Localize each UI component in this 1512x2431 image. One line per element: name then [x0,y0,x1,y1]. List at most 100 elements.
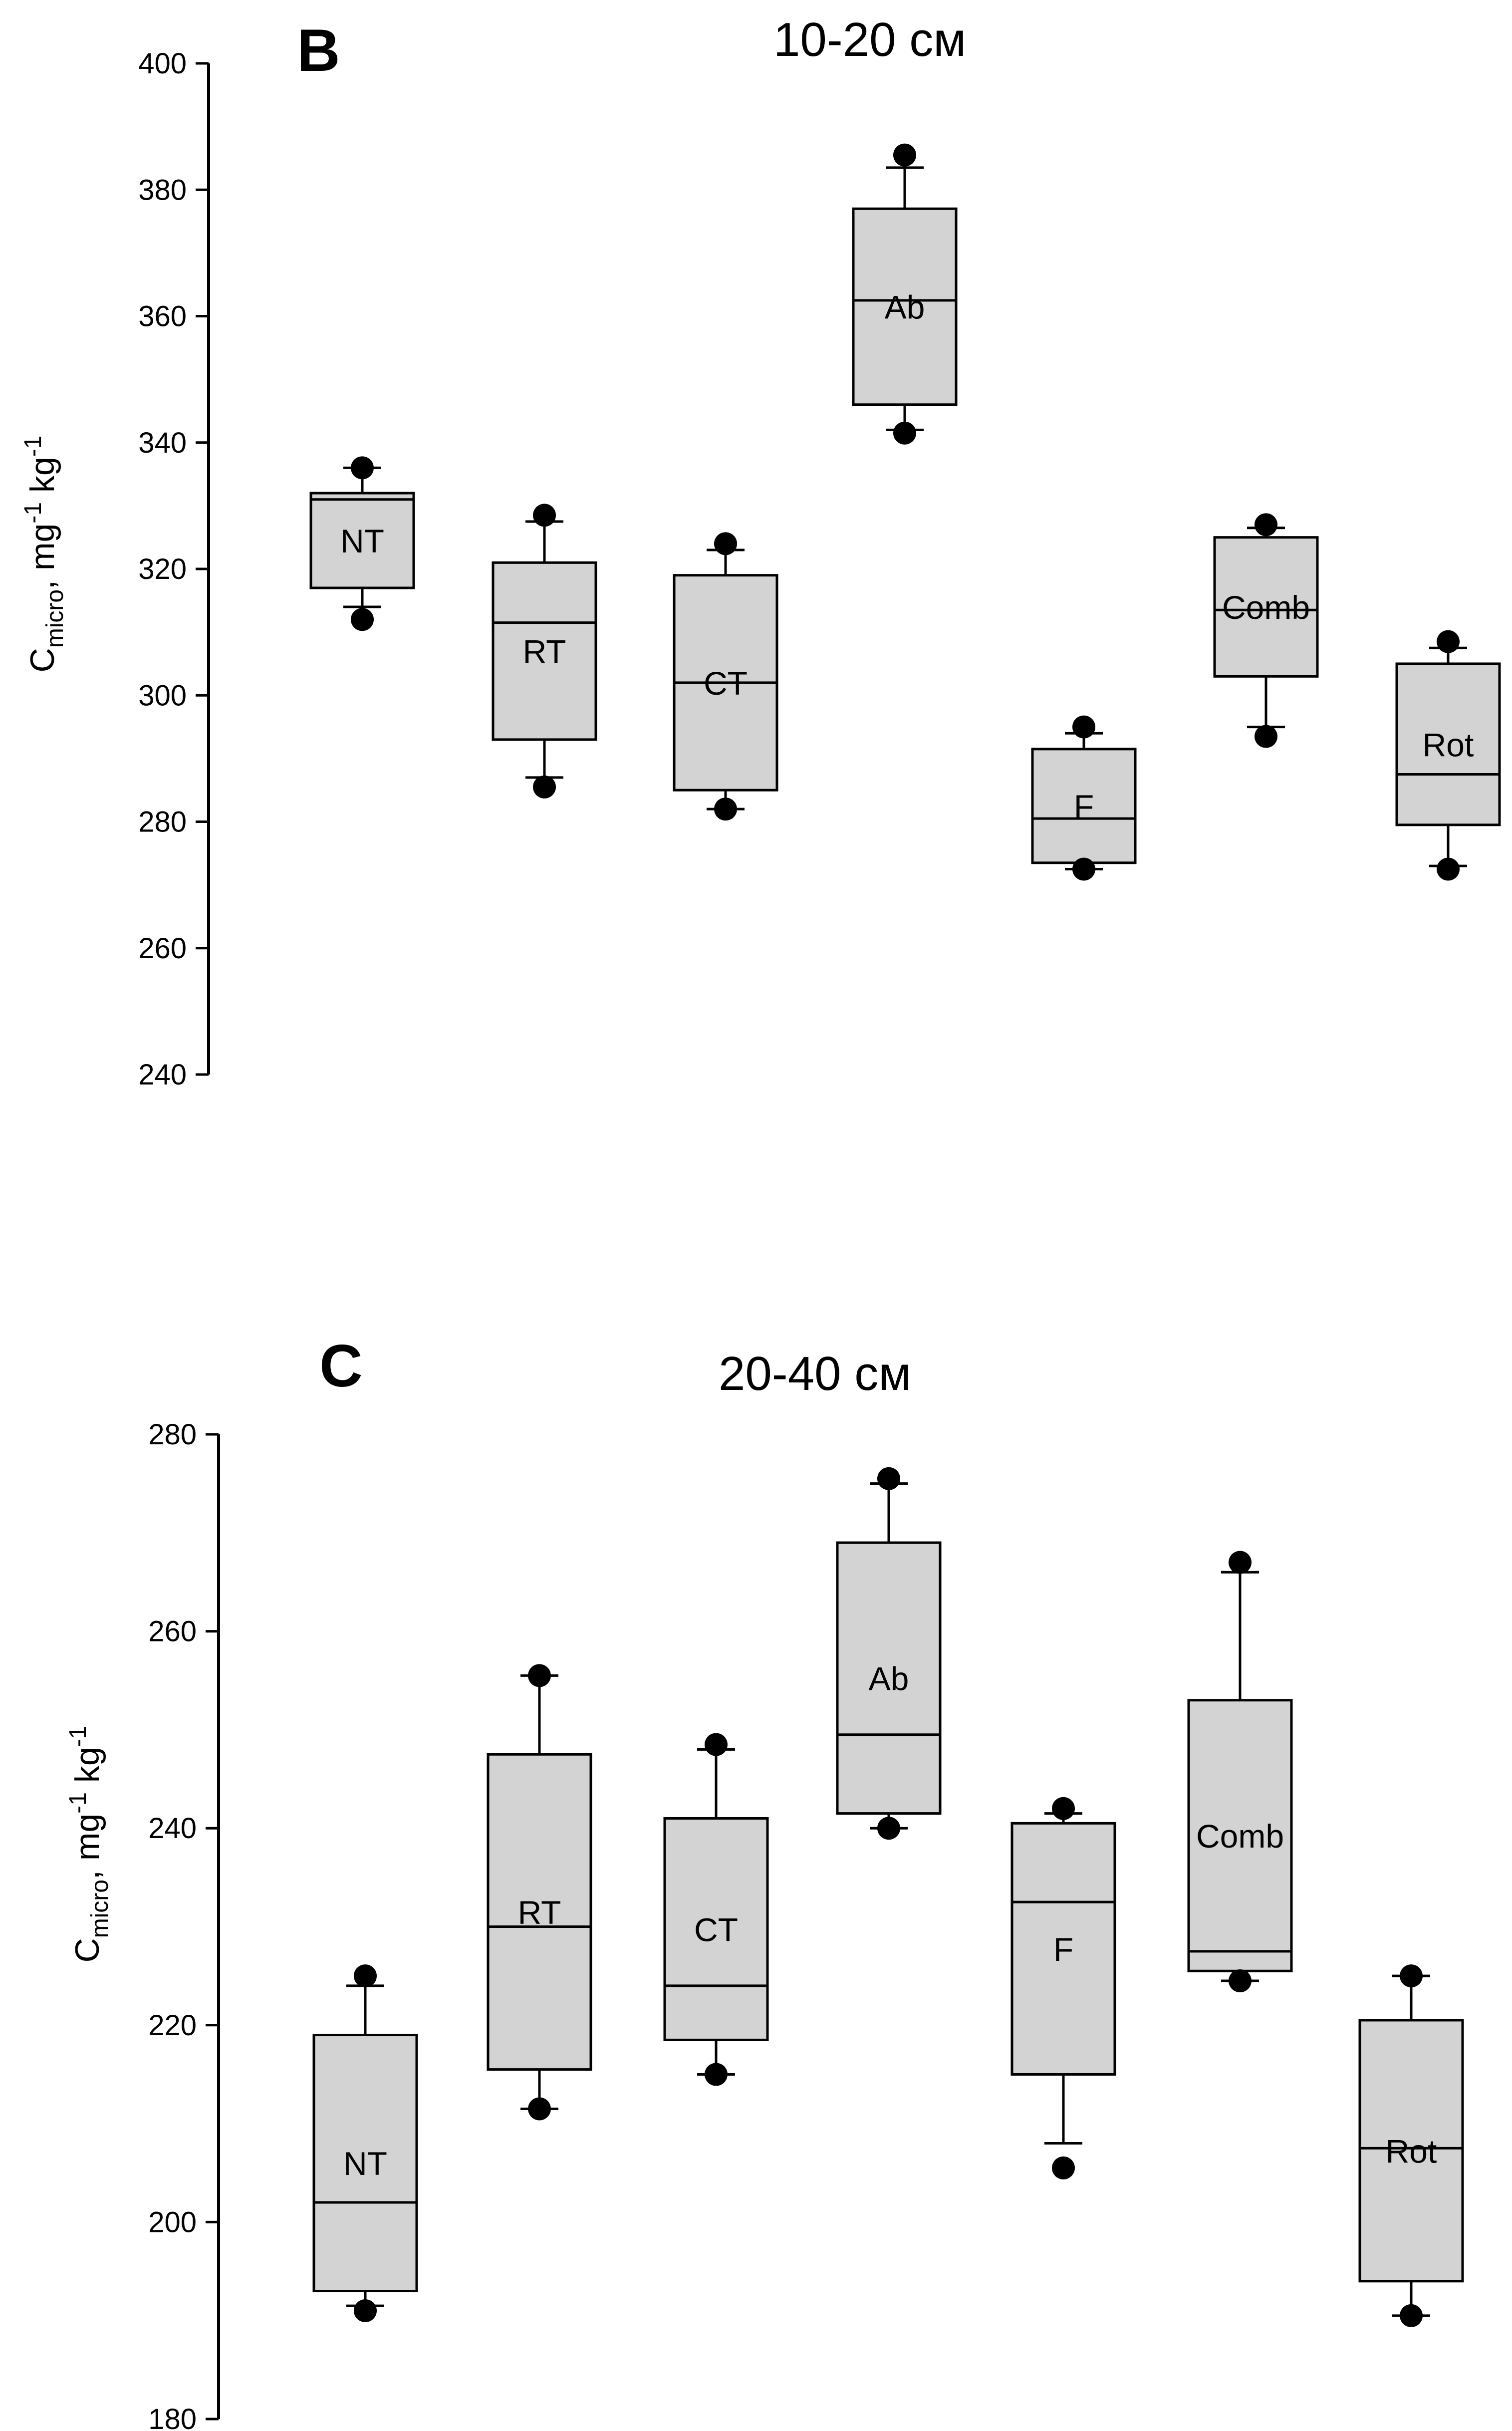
panel-c-boxes: NT RT CT Ab F Comb Rot [312,1467,1464,2327]
outlier-point [1400,1964,1423,1988]
outlier-point [714,798,737,821]
iqr-box [312,2034,418,2293]
outlier-point [705,2063,728,2086]
iqr-box [492,561,597,741]
ylabel-units-b: kg [68,1747,106,1792]
box-label: NT [343,2145,387,2182]
outlier-point [877,1467,900,1490]
iqr-box [1010,1822,1116,2076]
outlier-point [1229,1969,1252,1993]
box-label: Rot [1423,726,1474,763]
iqr-box [1187,1699,1293,1972]
outlier-point [528,1664,551,1687]
outlier-point [1400,2304,1423,2327]
ylabel-exponent-b: -1 [20,436,46,457]
box-label: RT [523,633,566,670]
y-tick-label: 400 [138,47,187,80]
box-label: F [1074,788,1094,825]
y-tick-label: 320 [138,553,187,585]
outlier-point [1437,630,1460,653]
iqr-box [852,207,958,406]
outlier-point [1072,857,1095,881]
outlier-point [893,421,916,445]
panel-b-letter: B [297,17,340,84]
box-ct: CT [663,1733,769,2086]
iqr-box [1358,2019,1464,2283]
panel-b-chart: B 10-20 см Cmicro, mg-1 kg-1 24026028030… [20,13,1501,1091]
box-label: Ab [885,289,925,326]
y-tick-label: 360 [138,300,187,333]
y-tick-label: 340 [138,427,187,459]
box-label: F [1053,1931,1073,1968]
outlier-point [1229,1551,1252,1574]
y-tick-label: 240 [148,1812,197,1845]
panel-c-chart: C 20-40 см Cmicro, mg-1 kg-1 18020022024… [65,1333,1464,2431]
panel-b-y-axis-label: Cmicro, mg-1 kg-1 [20,436,68,673]
box-f: F [1031,715,1137,881]
box-ab: Ab [836,1467,942,1840]
y-tick-label: 260 [138,932,187,965]
box-rot: Rot [1358,1964,1464,2327]
panel-c-letter: C [319,1333,363,1399]
y-tick-label: 260 [148,1616,197,1648]
y-tick-label: 380 [138,174,187,206]
ylabel-symbol: C [23,648,61,672]
outlier-point [1052,2156,1075,2179]
box-rot: Rot [1395,630,1501,881]
box-label: CT [704,665,748,702]
y-tick-label: 280 [138,806,187,838]
outlier-point [351,608,374,631]
box-label: Comb [1222,589,1310,626]
panel-b-y-axis: 240 260 280 300 320 340 360 380 400 [138,47,210,1091]
box-f: F [1010,1797,1116,2179]
ylabel-exponent-b: -1 [65,1726,91,1747]
box-nt: NT [312,1964,418,2322]
iqr-box [487,1753,592,2071]
box-label: Comb [1196,1818,1284,1855]
y-tick-label: 300 [138,679,187,712]
panel-b-boxes: NT RT CT Ab F Comb Rot [309,143,1501,881]
box-comb: Comb [1213,513,1319,748]
y-tick-label: 280 [148,1418,197,1451]
box-ct: CT [673,532,778,821]
iqr-box [836,1541,942,1815]
ylabel-units-a: , mg [68,1814,106,1880]
y-tick-label: 220 [148,2009,197,2042]
ylabel-units-a: , mg [23,524,61,589]
box-label: RT [518,1894,561,1931]
ylabel-symbol: C [68,1938,106,1962]
box-rt: RT [487,1664,592,2121]
ylabel-subscript: micro [87,1880,113,1938]
outlier-point [354,1964,377,1988]
iqr-box [1395,662,1501,826]
outlier-point [1072,715,1095,739]
panel-c-title: 20-40 см [719,1347,911,1400]
iqr-box [1031,748,1137,864]
outlier-point [877,1817,900,1840]
y-tick-label: 180 [148,2403,197,2431]
y-tick-label: 240 [138,1059,187,1091]
outlier-point [893,143,916,167]
y-tick-label: 200 [148,2206,197,2238]
panel-c-y-axis-label: Cmicro, mg-1 kg-1 [65,1726,113,1963]
outlier-point [1255,725,1277,748]
box-ab: Ab [852,143,958,445]
box-label: CT [694,1911,738,1948]
box-label: Rot [1386,2133,1437,2169]
box-label: NT [340,523,384,559]
iqr-box [663,1817,769,2041]
ylabel-exponent-a: -1 [65,1792,91,1814]
iqr-box [309,492,415,589]
panel-c-y-axis: 180 200 220 240 260 280 [148,1418,220,2431]
outlier-point [1437,857,1460,881]
outlier-point [705,1733,728,1756]
outlier-point [714,532,737,555]
outlier-point [528,2097,551,2121]
ylabel-units-b: kg [23,457,61,502]
outlier-point [533,504,556,527]
box-label: Ab [869,1660,909,1697]
ylabel-subscript: micro [42,589,68,648]
outlier-point [351,456,374,480]
iqr-box [1213,536,1319,678]
